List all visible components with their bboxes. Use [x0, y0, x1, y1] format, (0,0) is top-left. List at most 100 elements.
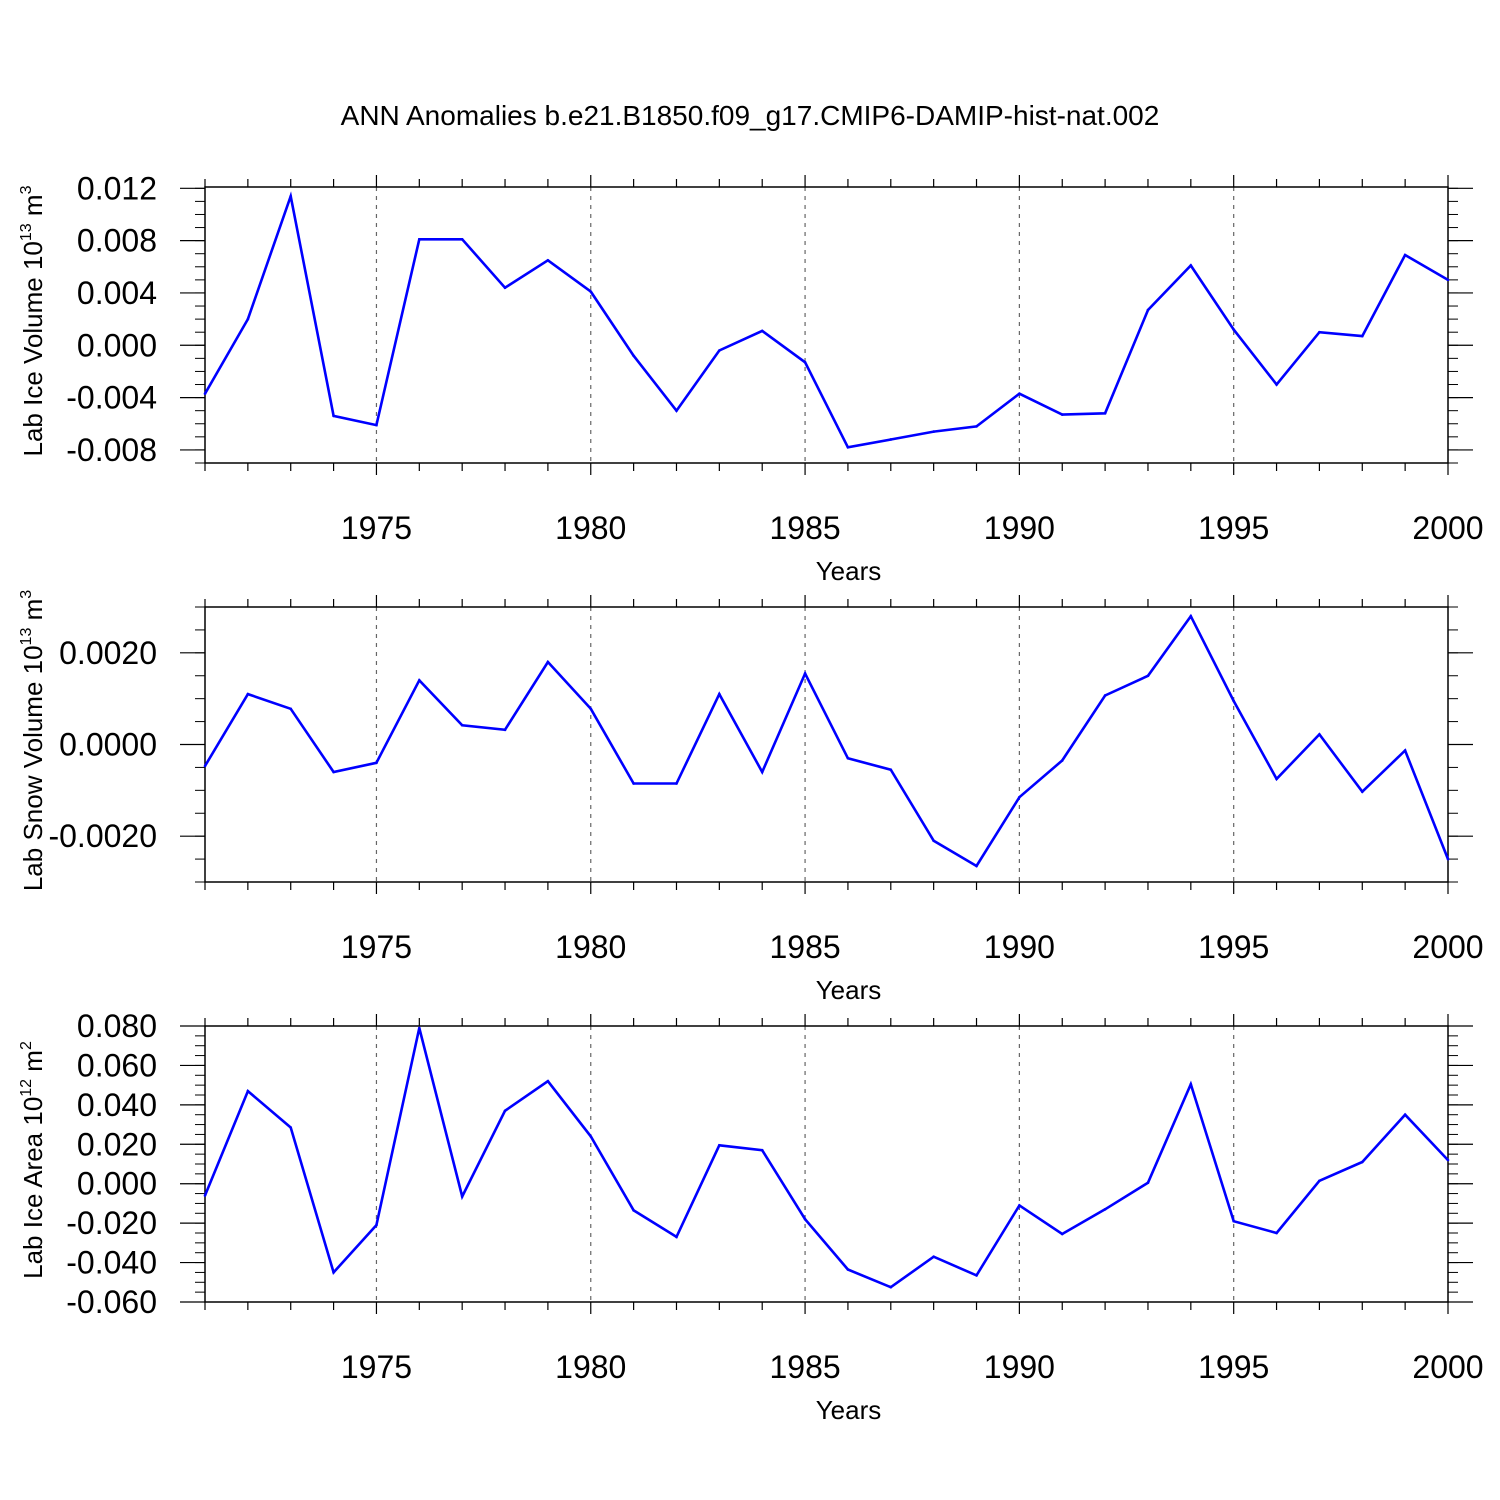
data-point: [1189, 264, 1193, 267]
data-point: [460, 723, 464, 727]
data-point: [503, 728, 507, 732]
data-point: [932, 430, 935, 433]
y-tick-label: 0.080: [77, 1008, 157, 1044]
data-point: [418, 238, 421, 241]
data-point: [1018, 392, 1021, 395]
data-point: [332, 414, 335, 418]
data-point: [246, 692, 250, 696]
data-point: [1360, 1160, 1364, 1164]
y-tick-label: 0.000: [77, 1166, 157, 1202]
data-point: [589, 1135, 593, 1138]
data-point: [503, 1109, 507, 1113]
y-tick-label: 0.060: [77, 1047, 157, 1083]
y-tick-label: 0.000: [77, 327, 157, 363]
data-point: [332, 770, 335, 774]
data-point: [675, 409, 678, 412]
x-tick-label: 1975: [341, 929, 412, 965]
y-tick-label: 0.0000: [59, 727, 157, 763]
data-point: [718, 1143, 721, 1147]
plot-frame: [204, 186, 1449, 464]
figure-title: ANN Anomalies b.e21.B1850.f09_g17.CMIP6-…: [341, 100, 1160, 131]
data-point: [1103, 694, 1107, 697]
data-point: [1146, 674, 1150, 678]
y-tick-label: 0.040: [77, 1087, 157, 1123]
data-point: [932, 839, 935, 843]
data-point: [889, 768, 893, 772]
data-point: [1318, 1179, 1321, 1183]
data-point: [1060, 413, 1064, 416]
data-point: [246, 1089, 250, 1093]
data-point: [1318, 330, 1321, 334]
y-tick-label: -0.040: [66, 1245, 157, 1281]
data-point: [846, 446, 850, 449]
data-point: [546, 660, 550, 664]
data-point: [1446, 278, 1450, 282]
data-point: [1146, 308, 1150, 312]
x-tick-label: 1980: [555, 510, 626, 546]
y-tick-label: 0.004: [77, 275, 157, 311]
x-tick-label: 1975: [341, 1349, 412, 1385]
series-line: [203, 613, 1450, 868]
data-point: [289, 1126, 293, 1129]
plot-frame: [204, 1025, 1449, 1303]
x-tick-label: 2000: [1412, 510, 1483, 546]
data-point: [1403, 253, 1407, 257]
x-axis-label: Years: [816, 1395, 882, 1425]
data-point: [589, 290, 593, 293]
x-tick-label: 1990: [984, 510, 1055, 546]
x-tick-label: 1980: [555, 1349, 626, 1385]
data-point: [675, 1235, 678, 1239]
y-axis-label: Lab Snow Volume 1013 m3: [18, 590, 48, 891]
data-point: [203, 392, 207, 395]
data-point: [1360, 790, 1364, 794]
data-point: [975, 1274, 978, 1277]
x-tick-label: 2000: [1412, 929, 1483, 965]
x-tick-label: 1995: [1198, 510, 1269, 546]
x-axis-label: Years: [816, 556, 882, 586]
data-point: [632, 1209, 635, 1212]
panel-lab-ice-volume: -0.008 -0.004 0.000 0.004 0.008 0.012 1975 1980…: [18, 170, 1484, 586]
data-point: [1018, 1204, 1021, 1207]
data-point: [418, 679, 421, 682]
x-tick-label: 1985: [769, 510, 840, 546]
y-tick-label: -0.020: [66, 1205, 157, 1241]
data-point: [1018, 795, 1021, 799]
data-point: [803, 1217, 807, 1221]
y-tick-label: 0.0020: [59, 635, 157, 671]
data-point: [1232, 1219, 1235, 1223]
x-tick-label: 1990: [984, 1349, 1055, 1385]
y-tick-label: 0.012: [77, 170, 157, 206]
data-point: [503, 286, 507, 290]
x-tick-label: 2000: [1412, 1349, 1483, 1385]
data-point: [1275, 777, 1278, 781]
y-tick-label: 0.020: [77, 1126, 157, 1162]
x-tick-label: 1990: [984, 929, 1055, 965]
data-point: [375, 423, 378, 427]
series-line: [203, 1027, 1449, 1289]
data-point: [1403, 1113, 1407, 1117]
x-tick-label: 1975: [341, 510, 412, 546]
data-point: [1103, 411, 1107, 415]
data-point: [803, 672, 807, 675]
data-point: [1403, 749, 1407, 752]
y-tick-label: -0.004: [66, 380, 157, 416]
data-point: [760, 770, 764, 774]
data-point: [375, 761, 378, 765]
data-point: [975, 425, 978, 428]
data-point: [975, 864, 978, 868]
data-point: [246, 317, 250, 321]
data-point: [632, 782, 635, 785]
data-point: [289, 194, 293, 198]
data-point: [760, 329, 764, 333]
data-point: [1189, 1082, 1193, 1086]
x-tick-label: 1980: [555, 929, 626, 965]
data-point: [889, 1285, 893, 1289]
data-point: [460, 1195, 464, 1198]
data-point: [375, 1223, 378, 1227]
data-point: [803, 360, 807, 364]
data-point: [932, 1255, 935, 1258]
x-tick-label: 1985: [769, 929, 840, 965]
data-point: [675, 782, 678, 785]
panel-lab-snow-volume: -0.0020 0.0000 0.0020 1975 1980 1985 1990 1995 2…: [18, 590, 1484, 1005]
